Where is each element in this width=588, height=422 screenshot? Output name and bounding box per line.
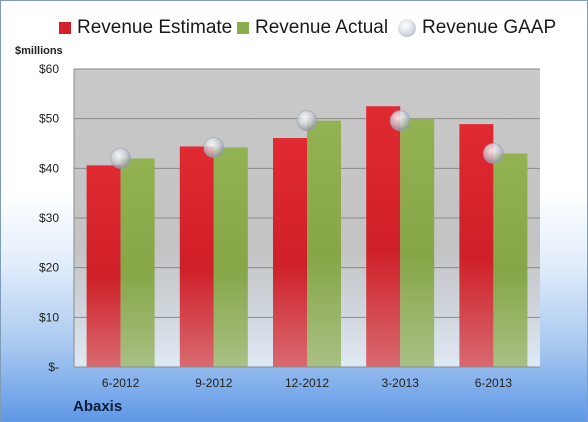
bar-revenue-actual: [493, 153, 528, 367]
legend-swatch-revenue-estimate: [59, 22, 71, 34]
chart-legend: Revenue Estimate Revenue Actual Revenue …: [1, 15, 587, 41]
bar-revenue-actual: [213, 147, 248, 367]
bar-revenue-actual: [307, 120, 341, 367]
x-tick-label: 6-2013: [475, 376, 513, 390]
y-tick-label: $30: [39, 211, 59, 225]
y-tick-label: $-: [48, 360, 59, 374]
point-revenue-gaap: [203, 136, 225, 158]
bar-revenue-estimate: [459, 124, 494, 367]
x-tick-label: 3-2013: [382, 376, 420, 390]
legend-item-revenue-gaap: Revenue GAAP: [398, 15, 556, 41]
bar-revenue-estimate: [366, 106, 401, 367]
point-revenue-gaap: [482, 142, 504, 164]
point-revenue-gaap: [110, 147, 132, 169]
x-tick-label: 12-2012: [285, 376, 329, 390]
y-tick-label: $60: [39, 62, 59, 76]
y-tick-label: $40: [39, 161, 59, 175]
bar-revenue-estimate: [86, 165, 121, 367]
legend-marker-revenue-gaap: [398, 19, 416, 37]
legend-label-revenue-actual: Revenue Actual: [255, 17, 389, 38]
legend-swatch-revenue-actual: [237, 22, 249, 34]
point-revenue-gaap: [296, 110, 318, 132]
x-tick-label: 9-2012: [195, 376, 233, 390]
legend-item-revenue-estimate: Revenue Estimate: [59, 15, 232, 41]
bar-revenue-actual: [400, 118, 435, 368]
y-tick-label: $50: [39, 112, 59, 126]
legend-label-revenue-estimate: Revenue Estimate: [77, 17, 233, 38]
legend-item-revenue-actual: Revenue Actual: [237, 15, 388, 41]
y-tick-label: $10: [39, 310, 59, 324]
bar-revenue-estimate: [273, 138, 307, 367]
company-name: Abaxis: [73, 398, 123, 415]
y-tick-label: $20: [39, 261, 59, 275]
x-tick-label: 6-2012: [102, 376, 140, 390]
legend-label-revenue-gaap: Revenue GAAP: [422, 17, 557, 38]
bar-revenue-estimate: [179, 146, 214, 367]
point-revenue-gaap: [389, 110, 411, 132]
y-axis-unit-label: $millions: [15, 45, 63, 57]
bar-revenue-actual: [120, 158, 155, 367]
